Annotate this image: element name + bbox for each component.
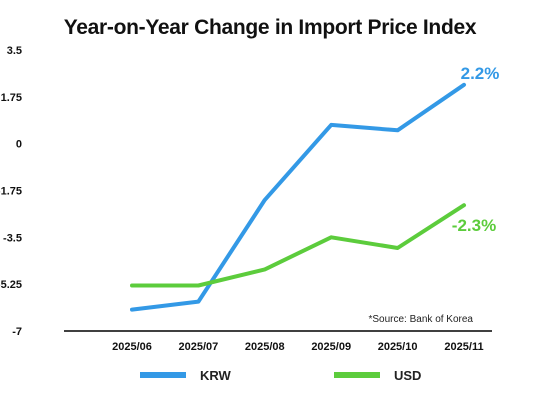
end-label-usd: -2.3% (452, 216, 496, 235)
legend-label-krw: KRW (200, 367, 231, 383)
y-tick-label: -1.75 (0, 186, 22, 198)
end-labels: 2.2% -2.3% (452, 64, 500, 235)
end-label-krw: 2.2% (461, 64, 500, 83)
x-tick-label: 2025/06 (112, 341, 152, 353)
x-tick-label: 2025/08 (245, 341, 285, 353)
y-tick-label: -5.25 (0, 279, 22, 291)
legend-item-usd: USD (334, 360, 421, 390)
y-tick-label: 3.5 (7, 45, 22, 57)
x-tick-label: 2025/10 (378, 341, 418, 353)
series-line-krw (130, 82, 466, 312)
series-line-usd (130, 203, 466, 288)
legend-label-usd: USD (394, 367, 422, 383)
legend-item-krw: KRW (140, 360, 231, 390)
x-axis-labels: 2025/06 2025/07 2025/08 2025/09 2025/10 2025/… (112, 341, 483, 353)
x-tick-label: 2025/07 (179, 341, 219, 353)
y-tick-label: 0 (16, 139, 22, 151)
legend: KRW USD (0, 360, 540, 390)
x-tick-label: 2025/09 (311, 341, 351, 353)
y-tick-label: 1.75 (1, 92, 22, 104)
y-tick-label: -7 (12, 326, 22, 338)
x-tick-label: 2025/11 (444, 341, 483, 353)
y-tick-label: -3.5 (3, 232, 22, 244)
legend-swatch-krw (140, 372, 186, 378)
series-lines (130, 82, 466, 312)
legend-swatch-usd (334, 372, 380, 378)
source-note: *Source: Bank of Korea (368, 314, 473, 325)
y-axis-labels: 3.5 1.75 0 -1.75 -3.5 -5.25 -7 (0, 45, 22, 338)
chart-title: Year-on-Year Change in Import Price Inde… (63, 16, 477, 39)
